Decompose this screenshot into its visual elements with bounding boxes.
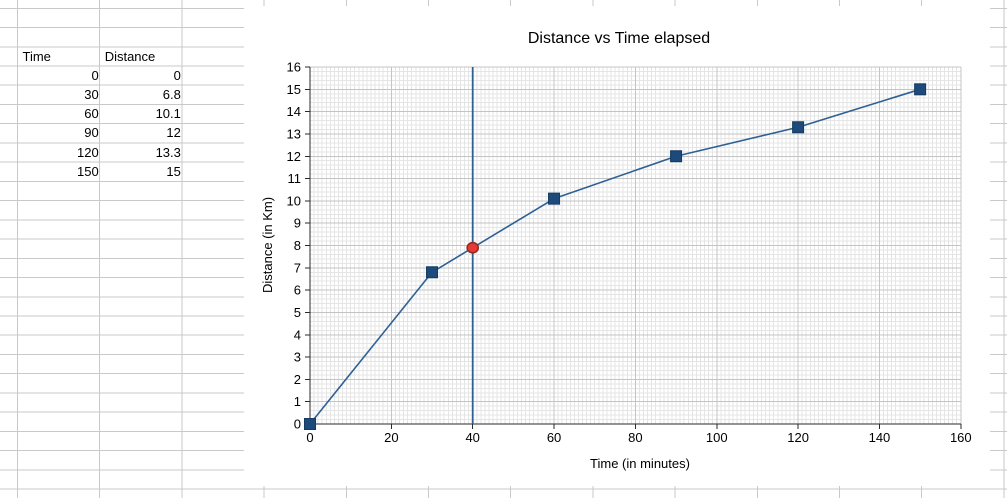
table-cell-time[interactable]: 120 [76,144,99,160]
y-tick-label: 5 [294,305,301,320]
x-tick-label: 160 [950,430,972,445]
table-cell-time[interactable]: 150 [76,163,99,179]
series-line[interactable] [309,88,921,425]
data-point-marker[interactable] [792,121,805,134]
series-markers [304,83,927,430]
x-tick-label: 80 [628,430,642,445]
x-tick-labels: 0 20 40 60 80 100 120 140 160 [306,430,971,445]
y-tick-label: 0 [294,417,301,432]
table-cell-distance[interactable]: 0 [173,67,181,83]
table-cell-distance[interactable]: 10.1 [155,106,181,122]
chart-object[interactable]: 0 20 40 60 80 100 120 140 160 0 1 2 3 4 5 6 7 8 9 10 11 12 13 1… [244,6,990,486]
table-cell-distance[interactable]: 13.3 [155,144,181,160]
y-tick-label: 4 [294,327,301,342]
x-tick-label: 120 [787,430,809,445]
data-point-marker[interactable] [304,418,316,430]
table-cell-time[interactable]: 60 [84,106,99,122]
y-tick-label: 11 [288,171,302,186]
y-tick-label: 7 [294,260,301,275]
y-tick-label: 2 [294,372,301,387]
y-tick-label: 9 [294,216,301,231]
data-point-marker[interactable] [426,266,439,279]
table-cell-time[interactable]: 0 [91,67,99,83]
chart-canvas: 0 20 40 60 80 100 120 140 1600123456789101112131… [260,30,972,471]
table-cell-time[interactable]: 30 [84,86,99,102]
x-axis-title: Time (in minutes) [590,456,690,471]
x-tick-label: 20 [384,430,398,445]
y-tick-label: 15 [287,82,301,97]
axes [305,66,962,429]
y-tick-label: 14 [287,104,301,119]
y-tick-label: 16 [287,60,301,75]
table-cell-distance[interactable]: 12 [166,125,181,141]
x-tick-label: 40 [465,430,479,445]
data-point-marker[interactable] [548,192,561,205]
x-tick-label: 140 [869,430,891,445]
highlight-point[interactable] [466,241,480,254]
y-axis-title: Distance (in Km) [260,197,275,293]
y-tick-label: 10 [287,193,301,208]
table-cell-time[interactable]: 90 [84,125,99,141]
x-tick-label: 100 [706,430,728,445]
y-tick-label: 1 [294,394,301,409]
y-tick-label: 8 [294,238,301,253]
x-tick-label: 0 [306,430,313,445]
chart-title: Distance vs Time elapsed [528,30,710,47]
x-tick-label: 60 [547,430,561,445]
data-point-marker[interactable] [914,83,927,96]
table-cell-distance[interactable]: 15 [166,163,181,179]
y-tick-label: 13 [287,126,301,141]
table-cell-distance[interactable]: 6.8 [162,86,181,102]
y-tick-label: 3 [294,350,301,365]
table-header-time[interactable]: Time [22,48,51,64]
data-point-marker[interactable] [670,150,683,163]
table-header-distance[interactable]: Distance [104,48,156,64]
y-tick-label: 6 [294,283,301,298]
y-tick-label: 12 [287,149,301,164]
